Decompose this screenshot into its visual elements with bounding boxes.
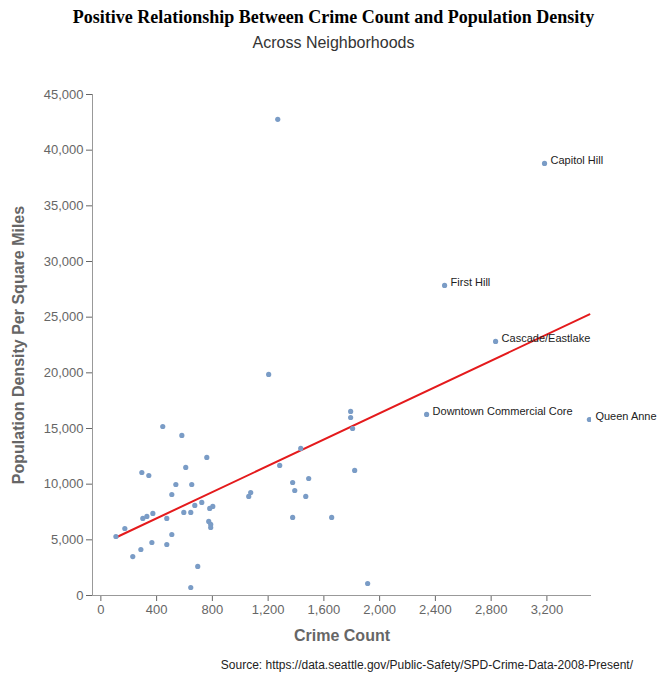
svg-text:Crime Count: Crime Count xyxy=(294,627,391,644)
svg-text:5,000: 5,000 xyxy=(51,532,84,547)
svg-text:15,000: 15,000 xyxy=(44,421,84,436)
svg-text:Downtown Commercial Core: Downtown Commercial Core xyxy=(433,405,573,417)
svg-text:1,600: 1,600 xyxy=(308,602,341,617)
svg-text:30,000: 30,000 xyxy=(44,254,84,269)
svg-text:400: 400 xyxy=(146,602,168,617)
svg-text:10,000: 10,000 xyxy=(44,476,84,491)
svg-text:Capitol Hill: Capitol Hill xyxy=(551,154,604,166)
svg-text:25,000: 25,000 xyxy=(44,309,84,324)
svg-text:0: 0 xyxy=(76,588,83,603)
svg-text:35,000: 35,000 xyxy=(44,198,84,213)
svg-text:0: 0 xyxy=(97,602,104,617)
svg-text:Queen Anne: Queen Anne xyxy=(595,410,656,422)
svg-text:45,000: 45,000 xyxy=(44,87,84,102)
svg-text:2,400: 2,400 xyxy=(419,602,452,617)
svg-text:Population Density Per Square: Population Density Per Square Miles xyxy=(10,206,27,484)
html-text:Across Neighborhoods: Across Neighborhoods xyxy=(252,34,415,51)
svg-text:40,000: 40,000 xyxy=(44,142,84,157)
svg-text:2,800: 2,800 xyxy=(475,602,508,617)
svg-text:3,200: 3,200 xyxy=(531,602,564,617)
svg-text:1,200: 1,200 xyxy=(252,602,285,617)
html-text:Positive Relationship Between: Positive Relationship Between Crime Coun… xyxy=(72,7,595,27)
svg-text:Cascade/Eastlake: Cascade/Eastlake xyxy=(502,332,591,344)
svg-text:First Hill: First Hill xyxy=(451,276,491,288)
svg-text:800: 800 xyxy=(202,602,224,617)
svg-text:2,000: 2,000 xyxy=(363,602,396,617)
html-text:Source: https://data.seattle.g: Source: https://data.seattle.gov/Public-… xyxy=(220,658,633,672)
svg-text:20,000: 20,000 xyxy=(44,365,84,380)
